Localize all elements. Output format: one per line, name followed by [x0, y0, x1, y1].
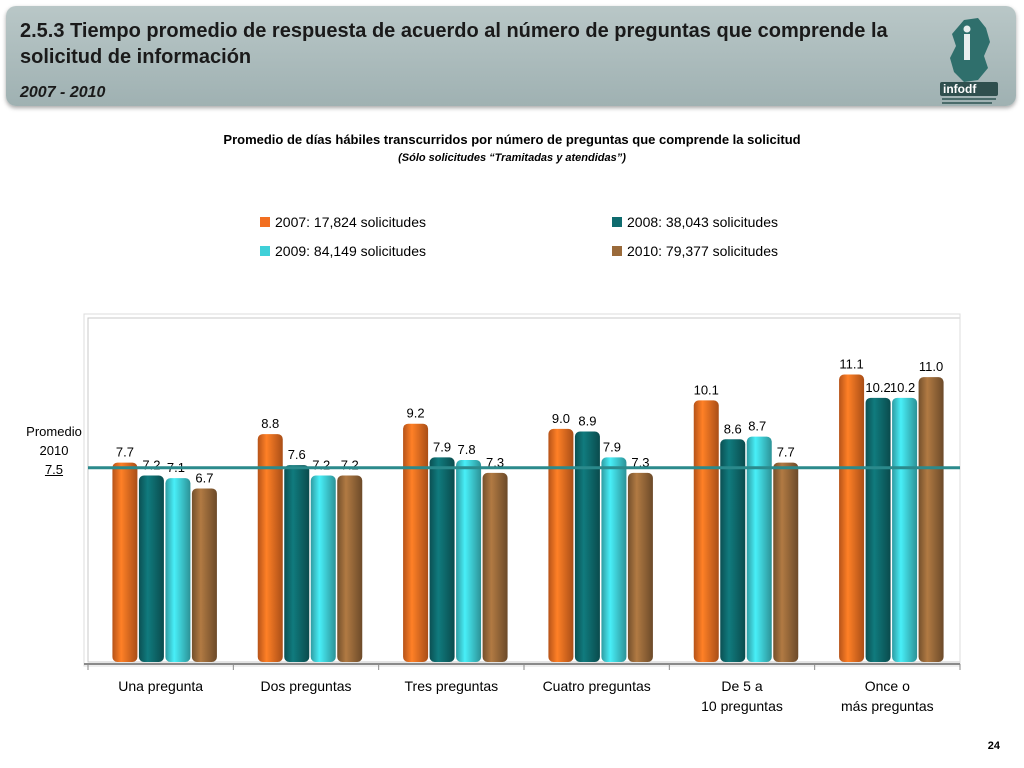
legend-item-2010: 2010: 79,377 solicitudes: [612, 243, 778, 259]
bar-value-label: 8.6: [724, 421, 742, 436]
bar-3-1: [337, 475, 363, 662]
bar-value-label: 7.7: [116, 445, 134, 460]
average-label-line1: Promedio: [26, 424, 82, 439]
legend-label-2009: 2009: 84,149 solicitudes: [275, 243, 426, 259]
average-value: 7.5: [44, 462, 64, 477]
bar-value-label: 7.2: [341, 458, 359, 473]
bar-value-label: 7.7: [777, 445, 795, 460]
average-label-line2: 2010: [39, 443, 69, 458]
header-banner: 2.5.3 Tiempo promedio de respuesta de ac…: [6, 6, 1016, 106]
bar-value-label: 10.2: [890, 380, 915, 395]
category-label: Tres preguntas: [405, 678, 499, 694]
category-label: Una pregunta: [118, 678, 203, 694]
chart-title: Promedio de días hábiles transcurridos p…: [223, 132, 801, 147]
bar-value-label: 7.6: [288, 447, 306, 462]
bar-value-label: 8.7: [748, 419, 766, 434]
bar-0-0: [112, 462, 138, 662]
bar-value-label: 7.8: [458, 442, 476, 457]
bar-value-label: 8.9: [578, 413, 596, 428]
svg-text:infodf: infodf: [943, 82, 977, 96]
legend-swatch-2008: [612, 217, 622, 227]
bar-value-label: 7.3: [486, 455, 504, 470]
bar-0-4: [693, 400, 719, 662]
legend-label-2007: 2007: 17,824 solicitudes: [275, 214, 426, 230]
bar-1-5: [865, 397, 891, 662]
bar-3-3: [627, 472, 653, 662]
category-label: De 5 a: [721, 678, 762, 694]
bar-2-0: [165, 478, 191, 662]
bar-value-label: 7.9: [433, 439, 451, 454]
bar-3-0: [191, 488, 217, 662]
plot-frame: [83, 313, 961, 667]
plot-area: [87, 317, 961, 663]
bar-1-4: [720, 439, 746, 662]
bar-value-label: 11.0: [919, 359, 943, 374]
bar-value-label: 6.7: [195, 470, 213, 485]
bar-3-4: [773, 462, 799, 662]
infodf-logo: infodf: [940, 18, 998, 104]
bar-value-label: 7.2: [312, 458, 330, 473]
bar-value-label: 8.8: [261, 416, 279, 431]
legend-label-2010: 2010: 79,377 solicitudes: [627, 243, 778, 259]
average-annotation: Promedio 2010 7.5: [20, 422, 88, 479]
bar-1-0: [138, 475, 164, 662]
bar-2-1: [310, 475, 336, 662]
category-label: más preguntas: [841, 698, 934, 714]
category-label: Cuatro preguntas: [543, 678, 651, 694]
bar-0-5: [839, 374, 865, 662]
page-number: 24: [987, 740, 1000, 752]
bar-value-label: 7.2: [142, 458, 160, 473]
category-label: 10 preguntas: [701, 698, 783, 714]
category-label: Dos preguntas: [260, 678, 351, 694]
legend-swatch-2009: [260, 246, 270, 256]
bar-1-1: [284, 465, 310, 662]
bar-2-4: [746, 436, 772, 662]
bar-0-1: [257, 434, 283, 662]
bar-value-label: 9.0: [552, 411, 570, 426]
bar-2-3: [601, 457, 627, 662]
page-years: 2007 - 2010: [20, 84, 106, 101]
legend-item-2008: 2008: 38,043 solicitudes: [612, 214, 778, 230]
legend-swatch-2010: [612, 246, 622, 256]
legend-label-2008: 2008: 38,043 solicitudes: [627, 214, 778, 230]
bar-1-2: [429, 457, 455, 662]
bar-value-label: 11.1: [839, 357, 863, 372]
bar-3-5: [918, 377, 944, 662]
bar-value-label: 10.2: [865, 380, 890, 395]
category-label: Once o: [865, 678, 910, 694]
chart-subtitle: (Sólo solicitudes “Tramitadas y atendida…: [398, 152, 626, 164]
bar-0-3: [548, 428, 574, 662]
legend-item-2009: 2009: 84,149 solicitudes: [260, 243, 426, 259]
bar-value-label: 7.3: [631, 455, 649, 470]
page-title: 2.5.3 Tiempo promedio de respuesta de ac…: [20, 20, 888, 68]
bar-3-2: [482, 472, 508, 662]
bar-2-2: [456, 459, 482, 662]
bar-0-2: [403, 423, 429, 662]
bar-value-label: 10.1: [694, 382, 719, 397]
bar-1-3: [574, 431, 600, 662]
legend-swatch-2007: [260, 217, 270, 227]
bar-2-5: [892, 397, 918, 662]
bar-value-label: 9.2: [407, 406, 425, 421]
bar-value-label: 7.9: [603, 439, 621, 454]
legend-item-2007: 2007: 17,824 solicitudes: [260, 214, 426, 230]
